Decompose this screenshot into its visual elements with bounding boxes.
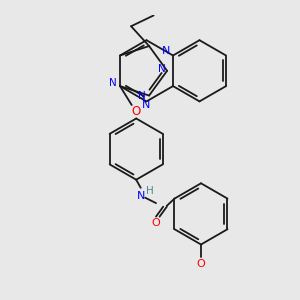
Text: H: H — [146, 186, 154, 197]
Text: O: O — [196, 259, 206, 269]
Text: N: N — [158, 64, 165, 74]
Text: O: O — [132, 105, 141, 118]
Text: N: N — [136, 191, 145, 201]
Text: O: O — [152, 218, 160, 228]
Text: N: N — [138, 91, 146, 100]
Text: N: N — [109, 77, 116, 88]
Text: N: N — [162, 46, 170, 56]
Text: N: N — [142, 100, 151, 110]
